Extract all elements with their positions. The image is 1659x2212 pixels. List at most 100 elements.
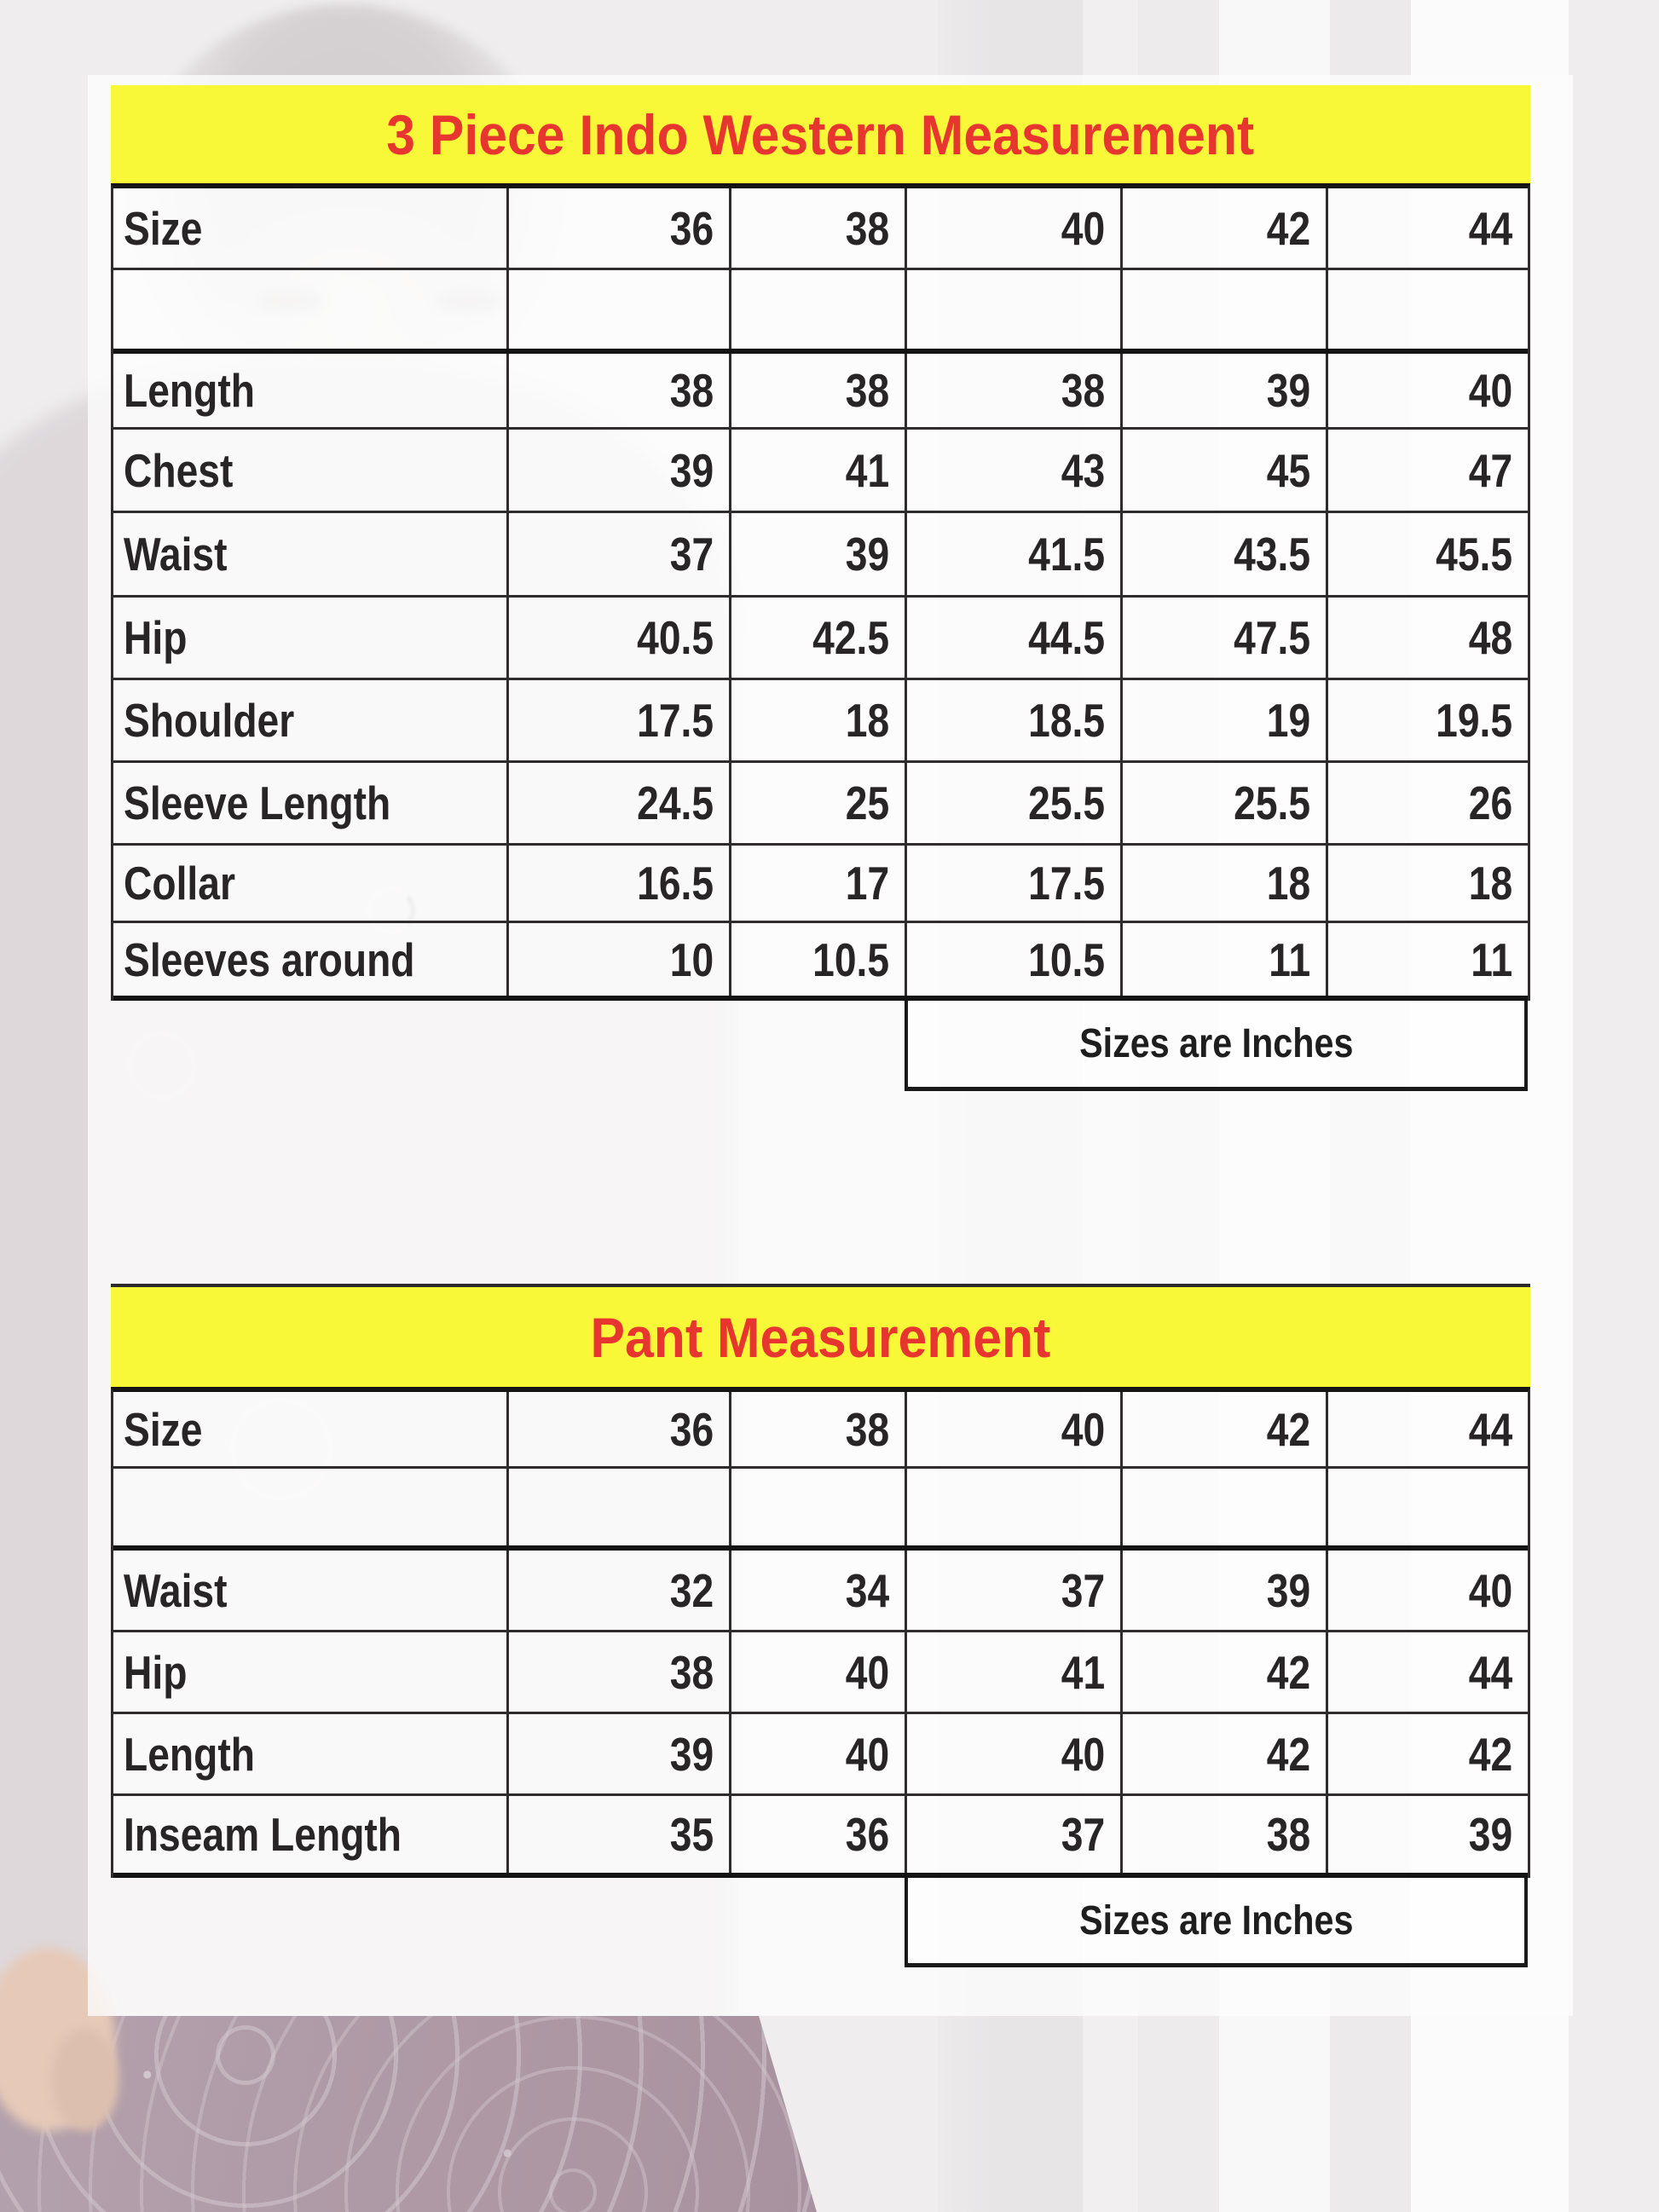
cell-value: 37 <box>1061 1808 1105 1861</box>
row-label: Sleeve Length <box>124 777 391 829</box>
cell-value: 37 <box>1061 1563 1105 1617</box>
value-cell: 25.5 <box>1123 763 1328 843</box>
table-row: Size 36 38 40 42 44 <box>113 188 1528 270</box>
sizes-unit-note: Sizes are Inches <box>1078 1897 1354 1943</box>
row-label: Length <box>124 364 255 417</box>
value-cell: 40 <box>907 1714 1123 1793</box>
cell-value: 38 <box>845 364 889 417</box>
row-label: Sleeves around <box>124 933 415 986</box>
row-label: Waist <box>124 1563 228 1617</box>
value-cell: 36 <box>509 188 731 268</box>
value-cell: 39 <box>509 430 731 511</box>
value-cell: 42 <box>1123 188 1328 268</box>
value-cell: 45.5 <box>1328 513 1528 595</box>
cell-value: 35 <box>669 1808 714 1861</box>
row-label-cell: Shoulder <box>113 680 509 760</box>
value-cell: 40 <box>907 1392 1123 1466</box>
value-cell: 18 <box>1328 846 1528 921</box>
value-cell: 42 <box>1123 1714 1328 1793</box>
pant-measurement-table: Pant Measurement Size 36 38 40 42 44 Waist 32 34… <box>111 1284 1530 1967</box>
measurement-grid: Size 36 38 40 42 44 Waist 32 34 37 39 40 Hip 38 40 41 42… <box>111 1387 1530 1878</box>
cell-value: 40 <box>845 1727 889 1781</box>
value-cell: 24.5 <box>509 763 731 843</box>
cell-value: 25 <box>845 777 889 829</box>
cell-value: 47.5 <box>1234 611 1310 664</box>
value-cell: 38 <box>907 354 1123 427</box>
cell-value: 39 <box>845 528 889 580</box>
sizes-unit-note-box: Sizes are Inches <box>905 1001 1528 1091</box>
table-title: Pant Measurement <box>590 1305 1051 1369</box>
cell-value: 41 <box>1061 1645 1105 1699</box>
value-cell: 37 <box>907 1796 1123 1873</box>
cell-value: 25.5 <box>1234 777 1310 829</box>
measurement-grid: Size 36 38 40 42 44 Length 38 38 38 39 40 Chest 39 41 4… <box>111 183 1530 1001</box>
cell-value: 45.5 <box>1436 528 1512 580</box>
value-cell: 40 <box>907 188 1123 268</box>
table-title-bar: Pant Measurement <box>111 1284 1530 1387</box>
cell-value: 44 <box>1468 1645 1512 1699</box>
cell-value: 40 <box>1468 364 1512 417</box>
value-cell: 47 <box>1328 430 1528 511</box>
value-cell: 19.5 <box>1328 680 1528 760</box>
sizes-unit-note-box: Sizes are Inches <box>905 1878 1528 1967</box>
cell-value: 39 <box>669 443 714 497</box>
row-label-cell: Size <box>113 1392 509 1466</box>
row-label-cell: Size <box>113 188 509 268</box>
value-cell: 36 <box>731 1796 907 1873</box>
row-label-cell: Length <box>113 1714 509 1793</box>
value-cell: 39 <box>1123 1551 1328 1630</box>
row-label: Length <box>124 1727 255 1781</box>
value-cell: 39 <box>1328 1796 1528 1873</box>
cell-value: 17.5 <box>637 694 714 747</box>
table-row: Sleeves around 10 10.5 10.5 11 11 <box>113 923 1528 1001</box>
value-cell: 17 <box>731 846 907 921</box>
cell-value: 18 <box>1468 857 1512 910</box>
value-cell: 10.5 <box>907 923 1123 996</box>
value-cell: 37 <box>509 513 731 595</box>
value-cell: 43.5 <box>1123 513 1328 595</box>
table-row: Length 39 40 40 42 42 <box>113 1714 1528 1796</box>
row-label-cell: Inseam Length <box>113 1796 509 1873</box>
value-cell: 37 <box>907 1551 1123 1630</box>
cell-value: 42 <box>1266 201 1310 255</box>
row-label-cell: Chest <box>113 430 509 511</box>
table-row: Chest 39 41 43 45 47 <box>113 430 1528 513</box>
row-label-cell <box>113 270 509 349</box>
cell-value: 10.5 <box>1028 933 1105 986</box>
cell-value: 17 <box>845 857 889 910</box>
value-cell: 40 <box>731 1714 907 1793</box>
cell-value: 41 <box>845 443 889 497</box>
table-row: Inseam Length 35 36 37 38 39 <box>113 1796 1528 1878</box>
value-cell <box>907 270 1123 349</box>
value-cell: 11 <box>1328 923 1528 996</box>
cell-value: 43 <box>1061 443 1105 497</box>
value-cell: 17.5 <box>907 846 1123 921</box>
cell-value: 10 <box>669 933 714 986</box>
table-row: Length 38 38 38 39 40 <box>113 354 1528 430</box>
value-cell <box>731 270 907 349</box>
value-cell: 18 <box>731 680 907 760</box>
cell-value: 38 <box>669 364 714 417</box>
cell-value: 34 <box>845 1563 889 1617</box>
cell-value: 10.5 <box>812 933 889 986</box>
cell-value: 42 <box>1468 1727 1512 1781</box>
value-cell: 42 <box>1123 1632 1328 1712</box>
table-row: Shoulder 17.5 18 18.5 19 19.5 <box>113 680 1528 763</box>
value-cell: 41 <box>907 1632 1123 1712</box>
row-label-cell: Hip <box>113 1632 509 1712</box>
cell-value: 11 <box>1471 933 1512 986</box>
value-cell: 45 <box>1123 430 1328 511</box>
value-cell <box>1123 1469 1328 1545</box>
table-row: Hip 38 40 41 42 44 <box>113 1632 1528 1714</box>
value-cell: 40 <box>1328 1551 1528 1630</box>
value-cell: 39 <box>509 1714 731 1793</box>
table-row: Waist 32 34 37 39 40 <box>113 1551 1528 1632</box>
cell-value: 42.5 <box>812 611 889 664</box>
table-row: Waist 37 39 41.5 43.5 45.5 <box>113 513 1528 598</box>
value-cell: 25 <box>731 763 907 843</box>
value-cell: 16.5 <box>509 846 731 921</box>
cell-value: 40 <box>845 1645 889 1699</box>
row-label: Shoulder <box>124 694 295 747</box>
value-cell: 42.5 <box>731 598 907 678</box>
cell-value: 39 <box>669 1727 714 1781</box>
